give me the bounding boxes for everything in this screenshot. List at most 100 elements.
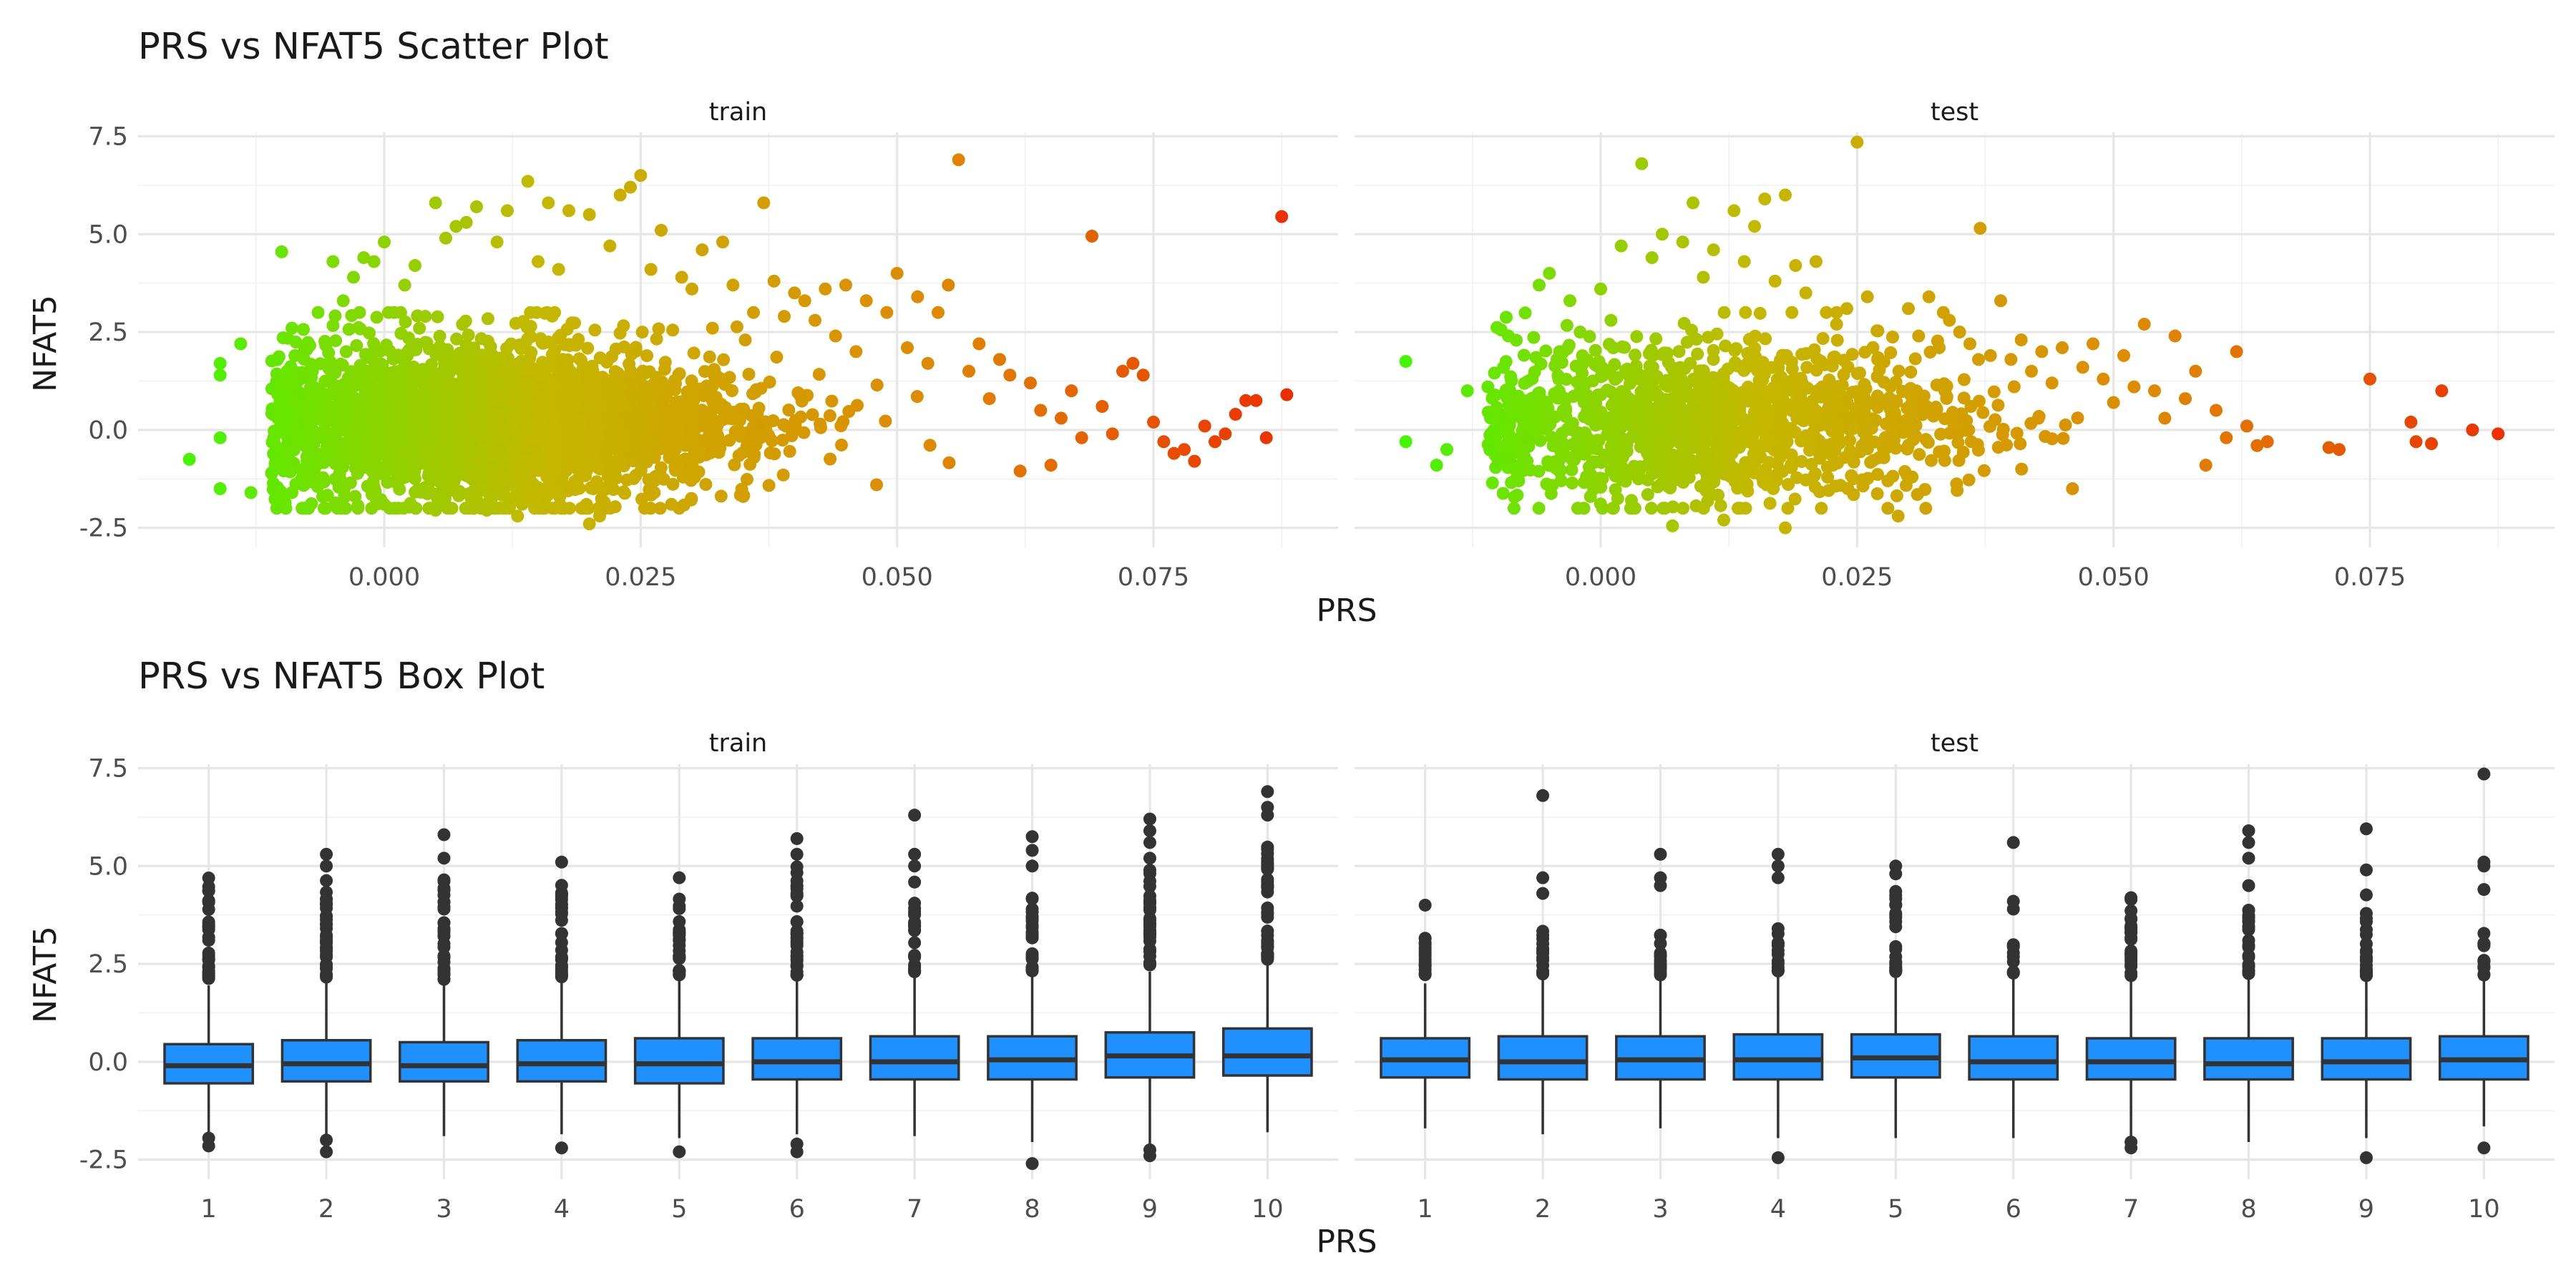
outlier-point xyxy=(1261,842,1274,856)
scatter-point xyxy=(542,196,555,210)
scatter-point xyxy=(565,316,579,330)
scatter-point xyxy=(376,358,389,371)
outlier-point xyxy=(2359,966,2373,980)
scatter-point xyxy=(572,352,586,366)
scatter-point xyxy=(649,470,662,483)
outlier-point xyxy=(437,951,451,965)
scatter-point xyxy=(465,382,479,395)
scatter-point xyxy=(582,208,596,221)
scatter-point xyxy=(1807,425,1820,439)
scatter-point xyxy=(2087,337,2099,351)
scatter-point xyxy=(1759,463,1772,477)
scatter-point xyxy=(2230,345,2243,358)
scatter-point xyxy=(730,320,743,333)
scatter-point xyxy=(360,438,374,452)
outlier-point xyxy=(1771,871,1785,884)
y-tick-label: 7.5 xyxy=(88,754,128,783)
outlier-point xyxy=(437,963,451,977)
scatter-point xyxy=(597,495,611,509)
scatter-point xyxy=(484,353,498,367)
scatter-point xyxy=(463,371,477,384)
box xyxy=(516,1039,608,1083)
scatter-point xyxy=(409,259,421,273)
scatter-point xyxy=(328,309,342,323)
scatter-point xyxy=(1974,222,1987,235)
scatter-point xyxy=(1512,474,1526,487)
scatter-point xyxy=(1919,502,1933,515)
scatter-point xyxy=(842,405,856,418)
box xyxy=(2203,1037,2294,1081)
scatter-point xyxy=(737,402,751,416)
x-tick-label: 2 xyxy=(318,1195,334,1224)
scatter-point xyxy=(383,344,396,358)
x-tick-label: 0.000 xyxy=(348,563,420,592)
scatter-point xyxy=(1666,519,1679,532)
outlier-point xyxy=(555,897,568,911)
scatter-point xyxy=(1654,478,1667,492)
scatter-point xyxy=(753,417,766,431)
box xyxy=(1968,1035,2059,1081)
scatter-point xyxy=(701,382,714,396)
scatter-point xyxy=(1749,329,1762,343)
scatter-point xyxy=(2117,348,2130,362)
scatter-point xyxy=(630,452,643,466)
scatter-point xyxy=(627,472,640,485)
outlier-point xyxy=(1261,801,1274,814)
outlier-point xyxy=(555,879,568,892)
scatter-point xyxy=(504,378,517,391)
scatter-point xyxy=(942,456,956,469)
scatter-point xyxy=(456,318,469,331)
scatter-point xyxy=(398,278,411,292)
scatter-point xyxy=(628,416,641,430)
outlier-point xyxy=(908,847,922,861)
scatter-point xyxy=(501,204,514,218)
scatter-point xyxy=(1565,463,1579,477)
scatter-point xyxy=(494,408,507,421)
outlier-point xyxy=(320,948,333,962)
scatter-point xyxy=(1611,424,1624,438)
scatter-point xyxy=(1126,356,1140,370)
scatter-point xyxy=(1842,422,1855,436)
scatter-point xyxy=(464,356,477,370)
scatter-point xyxy=(1748,341,1762,355)
scatter-point xyxy=(1618,341,1631,354)
scatter-point xyxy=(425,358,438,371)
scatter-point xyxy=(614,454,628,468)
scatter-panel-train: train-2.50.02.55.07.50.000 0.025 0.050 0.07… xyxy=(79,98,1338,592)
scatter-point xyxy=(1994,294,2007,308)
scatter-point xyxy=(1773,353,1787,367)
scatter-point xyxy=(373,386,386,399)
scatter-point xyxy=(1601,384,1614,397)
scatter-point xyxy=(313,431,326,444)
scatter-point xyxy=(1602,338,1616,351)
scatter-point xyxy=(1788,492,1802,506)
outlier-point xyxy=(2359,822,2373,836)
scatter-point xyxy=(923,439,937,452)
outlier-point xyxy=(673,964,686,977)
scatter-point xyxy=(1566,477,1579,489)
scatter-point xyxy=(1737,255,1751,268)
scatter-point xyxy=(2189,364,2202,378)
scatter-point xyxy=(1657,434,1670,447)
outlier-point xyxy=(1143,824,1156,838)
scatter-point xyxy=(709,391,723,404)
scatter-point xyxy=(1951,436,1965,449)
scatter-point xyxy=(1868,435,1882,449)
scatter-point xyxy=(1908,352,1922,366)
scatter-point xyxy=(347,270,360,284)
scatter-point xyxy=(540,306,554,319)
box xyxy=(1497,1035,1589,1081)
scatter-point xyxy=(1830,333,1844,347)
scatter-point xyxy=(1899,479,1913,492)
x-tick-label: 9 xyxy=(2358,1195,2374,1224)
scatter-point xyxy=(849,345,863,358)
scatter-point xyxy=(1729,342,1743,356)
scatter-point xyxy=(1013,464,1027,478)
scatter-point xyxy=(1707,243,1720,257)
scatter-point xyxy=(379,449,393,463)
scatter-point xyxy=(516,462,530,475)
scatter-point xyxy=(524,306,537,319)
scatter-point xyxy=(421,431,434,444)
scatter-point xyxy=(459,425,473,438)
scatter-point xyxy=(401,441,415,455)
